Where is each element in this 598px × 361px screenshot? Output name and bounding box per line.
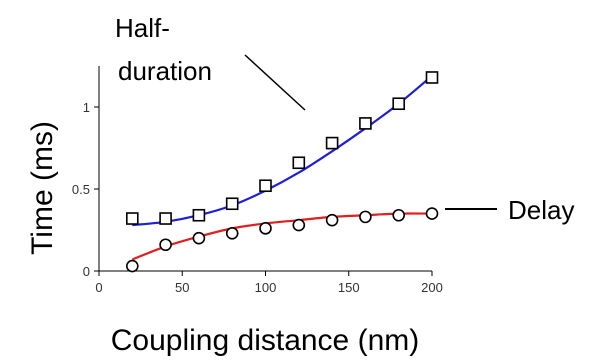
half-duration-label-line2: duration	[118, 56, 212, 86]
half-duration-point	[225, 197, 239, 211]
x-tick-label: 50	[175, 280, 189, 295]
delay-point	[159, 238, 172, 252]
half-duration-point	[192, 208, 206, 222]
x-tick-label: 100	[255, 280, 277, 295]
delay-label: Delay	[508, 195, 574, 225]
delay-point	[192, 231, 206, 245]
delay-point	[392, 208, 406, 222]
x-axis-title: Coupling distance (nm)	[111, 324, 419, 357]
delay-point	[359, 210, 372, 224]
half-duration-point	[392, 97, 406, 111]
half-duration-point	[292, 156, 306, 170]
x-tick-label: 200	[421, 280, 443, 295]
half-duration-label-line1: Half-	[115, 13, 170, 43]
y-tick-label: 0.5	[72, 182, 90, 197]
delay-fit-line	[131, 212, 433, 261]
half-duration-point	[259, 179, 272, 193]
delay-point	[325, 213, 339, 227]
half-duration-point	[425, 71, 439, 84]
delay-point	[259, 222, 272, 235]
half-duration-point	[126, 212, 139, 225]
data-markers	[126, 71, 439, 273]
y-tick-label: 1	[83, 100, 90, 115]
delay-point	[425, 207, 439, 220]
y-tick-label: 0	[83, 264, 90, 279]
half-duration-pointer	[244, 54, 306, 111]
half-duration-fit-line	[132, 74, 433, 227]
x-tick-label: 0	[95, 280, 102, 295]
delay-point	[126, 259, 139, 273]
x-tick-label: 150	[338, 280, 360, 295]
half-duration-point	[325, 136, 339, 150]
half-duration-point	[159, 212, 172, 225]
half-duration-point	[359, 117, 372, 130]
delay-point	[225, 226, 239, 240]
y-axis-title: Time (ms)	[26, 121, 59, 255]
axes	[94, 66, 433, 276]
fit-lines	[131, 74, 433, 261]
delay-point	[292, 218, 306, 232]
tick-labels: 0 50 100 150 200 0 0.5 1	[72, 100, 443, 295]
